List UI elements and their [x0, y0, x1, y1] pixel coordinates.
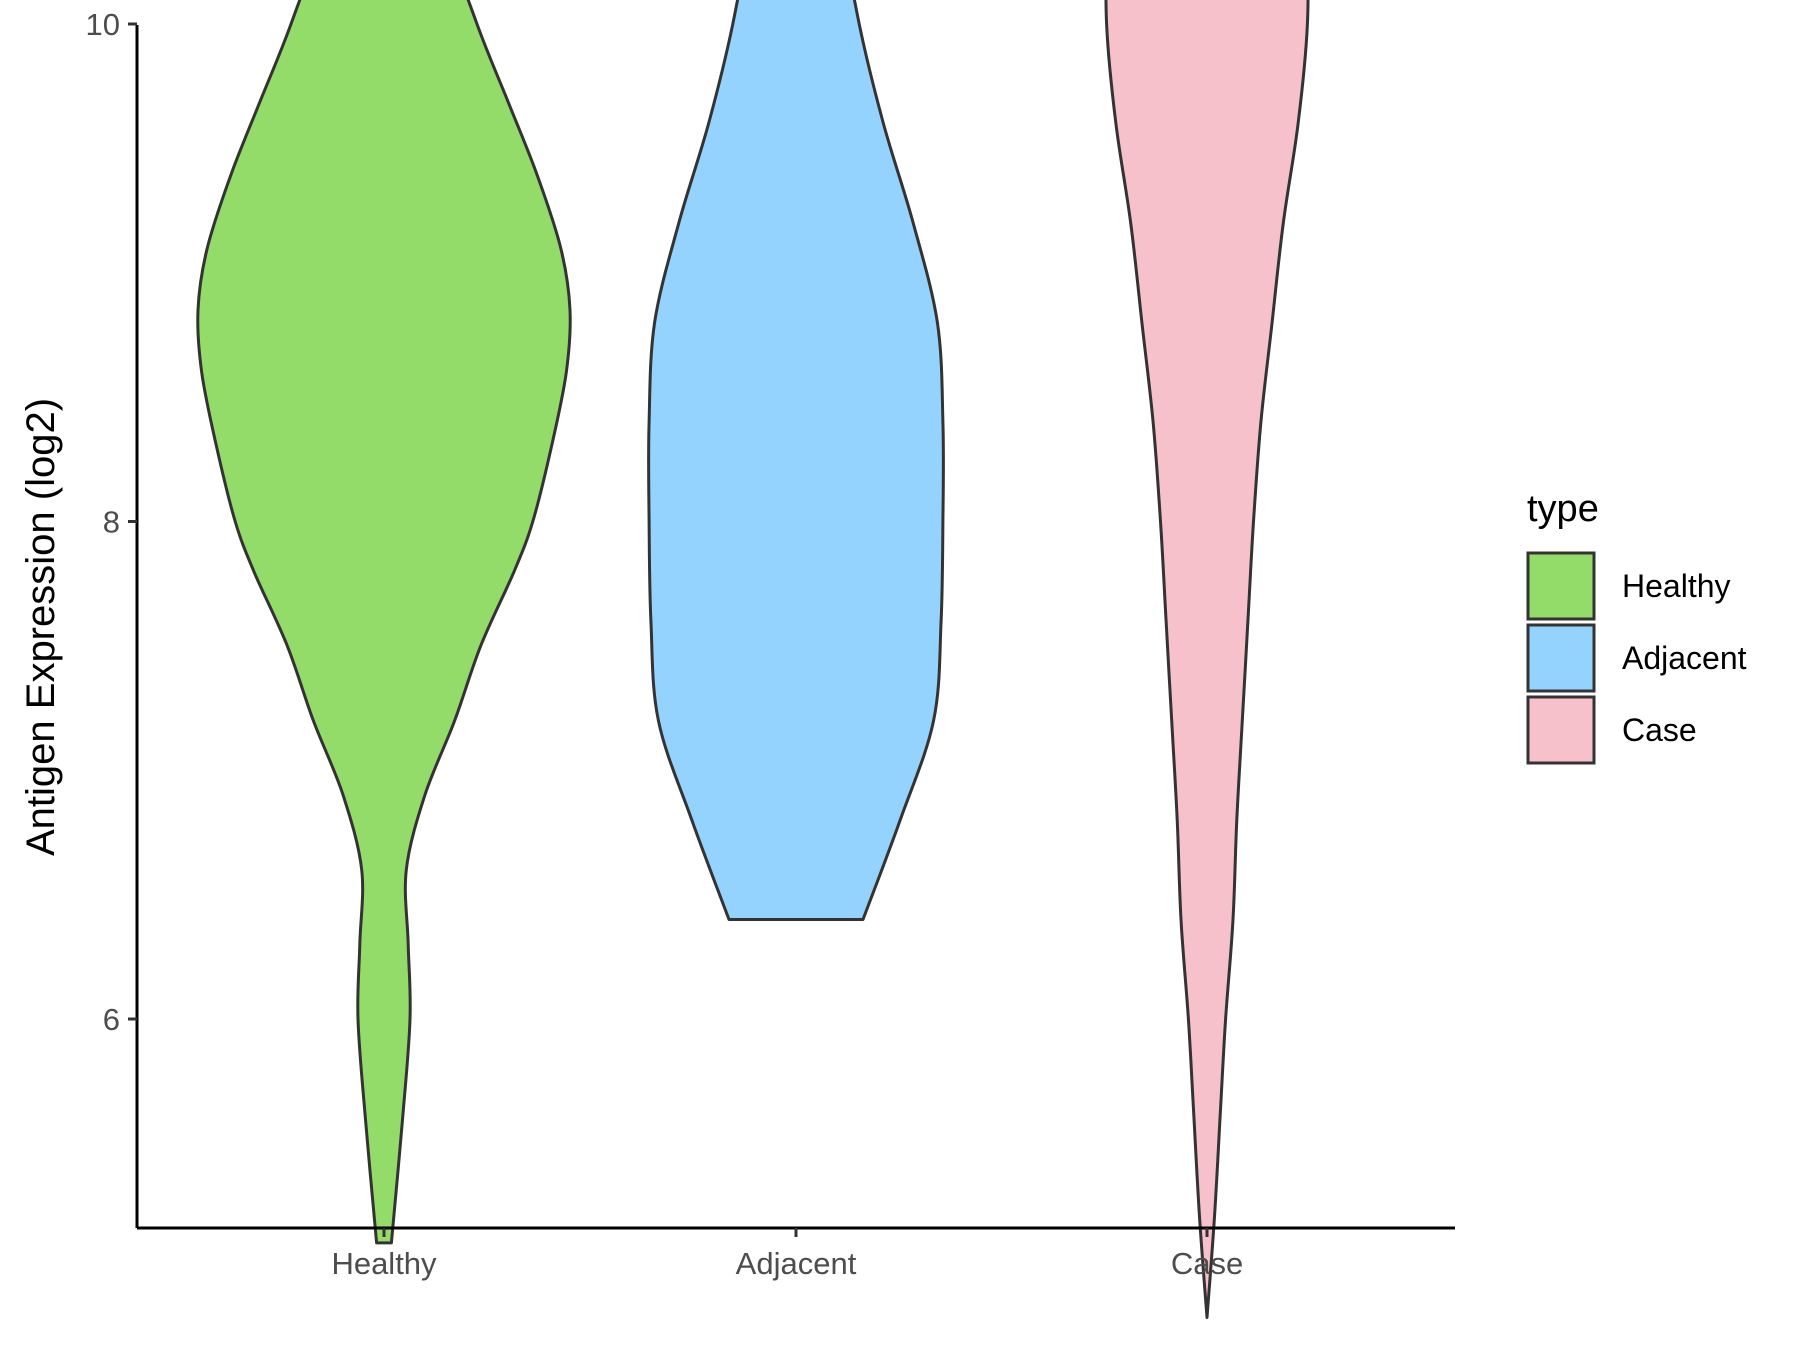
y-tick-label: 10 — [86, 7, 120, 42]
legend-label: Case — [1622, 712, 1697, 748]
legend-items: Healthy Adjacent Case — [1526, 551, 1747, 765]
y-axis-ticks: 68101214 — [86, 7, 137, 1037]
violin-layer — [196, 0, 1310, 1319]
violin-healthy — [196, 0, 572, 1245]
x-tick-label: Adjacent — [736, 1246, 857, 1281]
legend-key-adjacent — [1526, 623, 1596, 693]
legend-key-case — [1526, 695, 1596, 765]
x-tick-label: Healthy — [331, 1246, 437, 1281]
legend-label: Adjacent — [1622, 640, 1747, 676]
legend-title: type — [1527, 488, 1599, 530]
violin-case — [1104, 0, 1310, 1319]
x-axis-ticks: Healthy Adjacent Case — [331, 1228, 1243, 1281]
legend: type Healthy Adjacent Case — [1526, 488, 1747, 765]
y-axis-title: Antigen Expression (log2) — [19, 398, 63, 856]
legend-key-healthy — [1526, 551, 1596, 621]
y-tick-label: 6 — [103, 1002, 120, 1037]
x-tick-label: Case — [1171, 1246, 1243, 1281]
violin-adjacent — [647, 0, 945, 921]
y-tick-label: 8 — [103, 505, 120, 540]
legend-label: Healthy — [1622, 568, 1731, 604]
